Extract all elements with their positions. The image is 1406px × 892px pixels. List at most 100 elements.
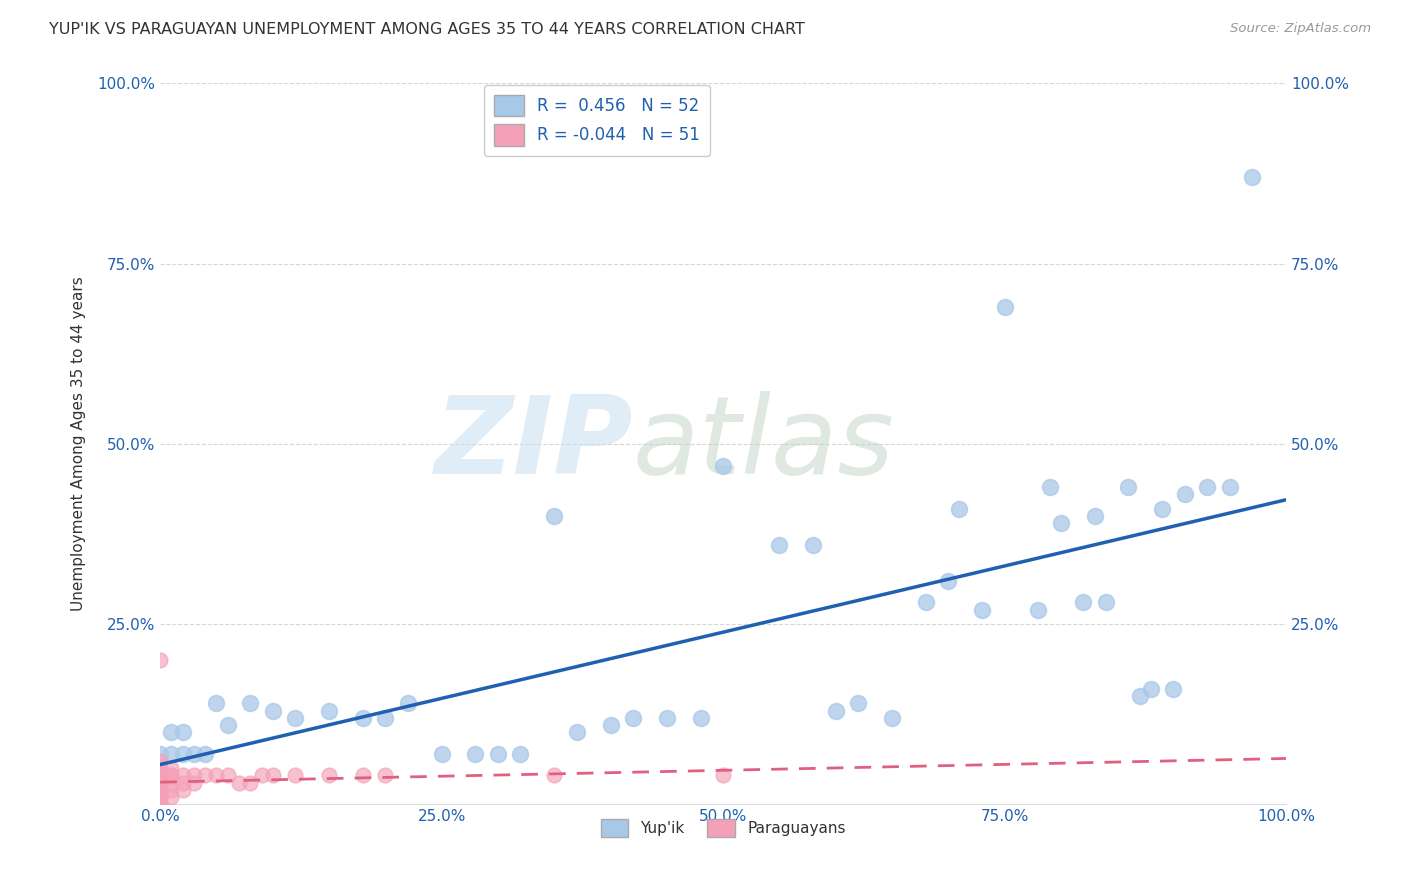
Point bbox=[801, 538, 824, 552]
Point bbox=[262, 704, 284, 718]
Point bbox=[948, 501, 970, 516]
Point bbox=[543, 768, 565, 782]
Point bbox=[149, 790, 172, 805]
Point bbox=[1049, 516, 1071, 531]
Legend: Yup'ik, Paraguayans: Yup'ik, Paraguayans bbox=[595, 813, 852, 844]
Point bbox=[1073, 595, 1095, 609]
Point bbox=[149, 797, 172, 812]
Point bbox=[149, 768, 172, 782]
Point bbox=[228, 775, 250, 789]
Text: ZIP: ZIP bbox=[434, 391, 633, 497]
Point bbox=[149, 775, 172, 789]
Point bbox=[936, 574, 959, 588]
Point bbox=[1129, 689, 1152, 703]
Point bbox=[430, 747, 453, 761]
Point bbox=[149, 783, 172, 797]
Point bbox=[149, 775, 172, 789]
Point bbox=[880, 711, 903, 725]
Point bbox=[509, 747, 531, 761]
Point bbox=[149, 790, 172, 805]
Point bbox=[160, 761, 183, 775]
Point bbox=[993, 300, 1015, 314]
Point bbox=[284, 768, 307, 782]
Point bbox=[160, 790, 183, 805]
Point bbox=[149, 747, 172, 761]
Text: YUP'IK VS PARAGUAYAN UNEMPLOYMENT AMONG AGES 35 TO 44 YEARS CORRELATION CHART: YUP'IK VS PARAGUAYAN UNEMPLOYMENT AMONG … bbox=[49, 22, 806, 37]
Point bbox=[1174, 487, 1197, 501]
Point bbox=[160, 783, 183, 797]
Point bbox=[149, 783, 172, 797]
Point bbox=[149, 754, 172, 768]
Point bbox=[464, 747, 486, 761]
Point bbox=[621, 711, 644, 725]
Point bbox=[655, 711, 678, 725]
Point bbox=[183, 747, 205, 761]
Point bbox=[160, 747, 183, 761]
Point bbox=[352, 768, 374, 782]
Point bbox=[194, 768, 217, 782]
Point bbox=[149, 761, 172, 775]
Point bbox=[250, 768, 273, 782]
Point bbox=[599, 718, 621, 732]
Point bbox=[149, 797, 172, 812]
Point bbox=[846, 697, 869, 711]
Point bbox=[160, 768, 183, 782]
Point bbox=[352, 711, 374, 725]
Point bbox=[711, 768, 734, 782]
Point bbox=[239, 775, 262, 789]
Point bbox=[374, 768, 396, 782]
Point bbox=[565, 725, 588, 739]
Point bbox=[149, 797, 172, 812]
Point bbox=[149, 790, 172, 805]
Point bbox=[914, 595, 936, 609]
Point bbox=[194, 747, 217, 761]
Point bbox=[1152, 501, 1174, 516]
Point bbox=[160, 768, 183, 782]
Point bbox=[486, 747, 509, 761]
Point bbox=[239, 697, 262, 711]
Point bbox=[689, 711, 711, 725]
Point bbox=[172, 768, 194, 782]
Point bbox=[262, 768, 284, 782]
Point bbox=[172, 783, 194, 797]
Point bbox=[768, 538, 790, 552]
Point bbox=[172, 747, 194, 761]
Point bbox=[1118, 480, 1140, 494]
Point bbox=[1026, 602, 1049, 616]
Point bbox=[149, 797, 172, 812]
Point bbox=[711, 458, 734, 473]
Point bbox=[149, 783, 172, 797]
Point bbox=[318, 768, 340, 782]
Point bbox=[205, 768, 228, 782]
Point bbox=[1197, 480, 1219, 494]
Point bbox=[205, 697, 228, 711]
Point bbox=[183, 768, 205, 782]
Point bbox=[160, 725, 183, 739]
Point bbox=[172, 725, 194, 739]
Point bbox=[217, 718, 239, 732]
Point bbox=[149, 768, 172, 782]
Y-axis label: Unemployment Among Ages 35 to 44 years: Unemployment Among Ages 35 to 44 years bbox=[72, 277, 86, 611]
Point bbox=[1095, 595, 1118, 609]
Text: atlas: atlas bbox=[633, 392, 894, 496]
Point bbox=[149, 797, 172, 812]
Point bbox=[374, 711, 396, 725]
Point bbox=[149, 761, 172, 775]
Point bbox=[1241, 170, 1264, 185]
Point bbox=[1038, 480, 1060, 494]
Point bbox=[183, 775, 205, 789]
Point bbox=[1219, 480, 1241, 494]
Point bbox=[172, 775, 194, 789]
Point bbox=[149, 783, 172, 797]
Point bbox=[396, 697, 419, 711]
Point bbox=[149, 768, 172, 782]
Point bbox=[824, 704, 846, 718]
Point bbox=[1163, 681, 1185, 696]
Point bbox=[1084, 508, 1107, 523]
Point bbox=[149, 775, 172, 789]
Point bbox=[970, 602, 993, 616]
Point bbox=[149, 653, 172, 667]
Point bbox=[149, 790, 172, 805]
Point bbox=[149, 768, 172, 782]
Point bbox=[149, 790, 172, 805]
